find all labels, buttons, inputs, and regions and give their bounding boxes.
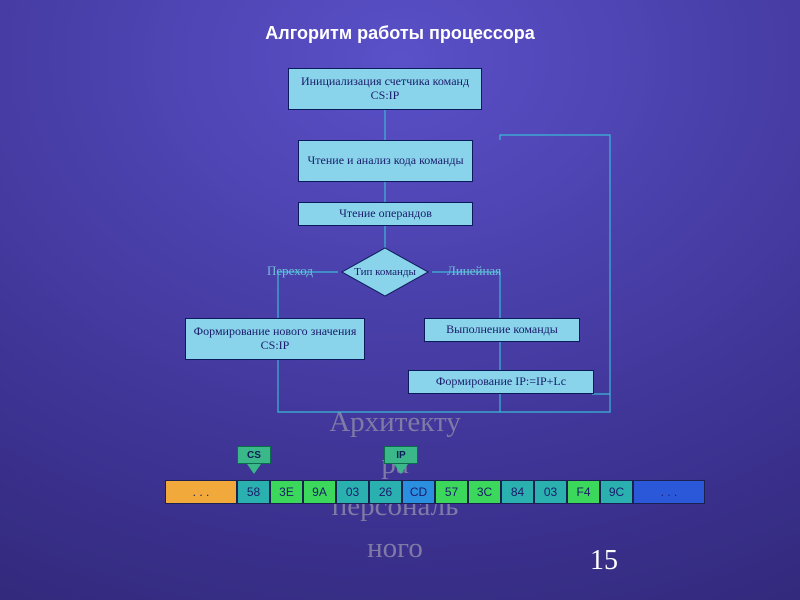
box-label: Формирование нового значения CS:IP [192,325,358,353]
memory-cell: CD [402,480,435,504]
pointer-down-icon [247,464,261,474]
flowchart-box-newcs: Формирование нового значения CS:IP [185,318,365,360]
register-flag-ip: IP [384,446,418,464]
pointer-down-icon [394,464,408,474]
flag-label: CS [247,450,261,461]
memory-cell: 3E [270,480,303,504]
flag-label: IP [396,450,405,461]
register-flag-cs: CS [237,446,271,464]
background-text-line: ного [245,532,545,565]
memory-cell: 9C [600,480,633,504]
memory-cell: 58 [237,480,270,504]
page-title: Алгоритм работы процессора [0,23,800,44]
memory-cell: 03 [336,480,369,504]
flowchart-box-oper: Чтение операндов [298,202,473,226]
flowchart-box-init: Инициализация счетчика команд CS:IP [288,68,482,110]
flowchart-box-formip: Формирование IP:=IP+Lc [408,370,594,394]
diamond-label: Тип команды [354,266,416,278]
memory-cell: 9A [303,480,336,504]
memory-cell: 57 [435,480,468,504]
branch-label-left: Переход [267,263,313,279]
box-label: Инициализация счетчика команд CS:IP [295,75,475,103]
memory-lead: . . . [165,480,237,504]
memory-cell: 3C [468,480,501,504]
flowchart-box-read: Чтение и анализ кода команды [298,140,473,182]
box-label: Чтение и анализ кода команды [307,154,463,168]
memory-cell: 84 [501,480,534,504]
box-label: Чтение операндов [339,207,432,221]
memory-trail: . . . [633,480,705,504]
memory-cell: F4 [567,480,600,504]
memory-cell: 03 [534,480,567,504]
branch-label-right: Линейная [447,263,501,279]
flowchart-diamond: Тип команды [342,248,428,296]
memory-cell: 26 [369,480,402,504]
box-label: Формирование IP:=IP+Lc [436,375,566,389]
background-text-line: Архитекту [245,406,545,439]
flowchart-box-exec: Выполнение команды [424,318,580,342]
slide-stage: Архитектураперсонального Алгоритм работы… [0,0,800,600]
box-label: Выполнение команды [446,323,558,337]
page-number: 15 [590,545,618,577]
